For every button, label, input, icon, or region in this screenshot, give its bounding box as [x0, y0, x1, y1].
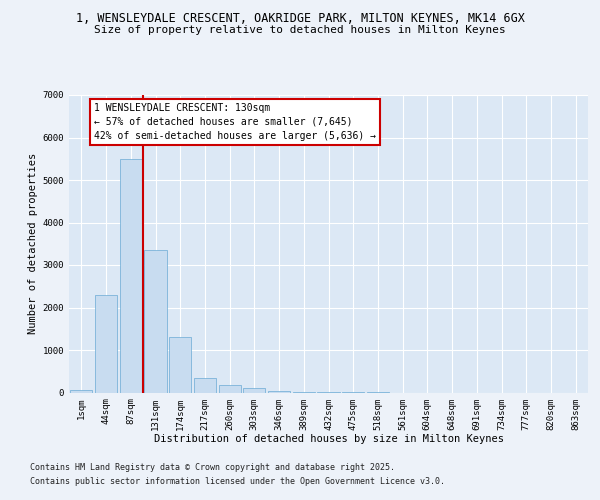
- Bar: [119, 159, 142, 392]
- Text: Contains public sector information licensed under the Open Government Licence v3: Contains public sector information licen…: [30, 477, 445, 486]
- Text: Contains HM Land Registry data © Crown copyright and database right 2025.: Contains HM Land Registry data © Crown c…: [30, 464, 395, 472]
- Text: 1, WENSLEYDALE CRESCENT, OAKRIDGE PARK, MILTON KEYNES, MK14 6GX: 1, WENSLEYDALE CRESCENT, OAKRIDGE PARK, …: [76, 12, 524, 26]
- Bar: [145, 250, 167, 392]
- Text: 1 WENSLEYDALE CRESCENT: 130sqm
← 57% of detached houses are smaller (7,645)
42% : 1 WENSLEYDALE CRESCENT: 130sqm ← 57% of …: [94, 102, 376, 141]
- Bar: [268, 391, 290, 392]
- Text: Size of property relative to detached houses in Milton Keynes: Size of property relative to detached ho…: [94, 25, 506, 35]
- Bar: [194, 378, 216, 392]
- Bar: [169, 337, 191, 392]
- Bar: [218, 385, 241, 392]
- X-axis label: Distribution of detached houses by size in Milton Keynes: Distribution of detached houses by size …: [154, 434, 503, 444]
- Bar: [70, 390, 92, 392]
- Bar: [243, 388, 265, 392]
- Bar: [95, 294, 117, 392]
- Y-axis label: Number of detached properties: Number of detached properties: [28, 153, 38, 334]
